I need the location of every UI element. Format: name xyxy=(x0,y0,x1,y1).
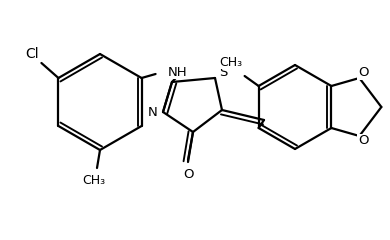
Text: S: S xyxy=(219,66,227,78)
Text: O: O xyxy=(183,168,193,180)
Text: N: N xyxy=(148,106,158,119)
Text: Cl: Cl xyxy=(26,47,39,61)
Text: O: O xyxy=(358,66,369,79)
Text: O: O xyxy=(358,134,369,148)
Text: NH: NH xyxy=(168,66,187,78)
Text: CH₃: CH₃ xyxy=(219,55,242,68)
Text: CH₃: CH₃ xyxy=(82,174,106,187)
